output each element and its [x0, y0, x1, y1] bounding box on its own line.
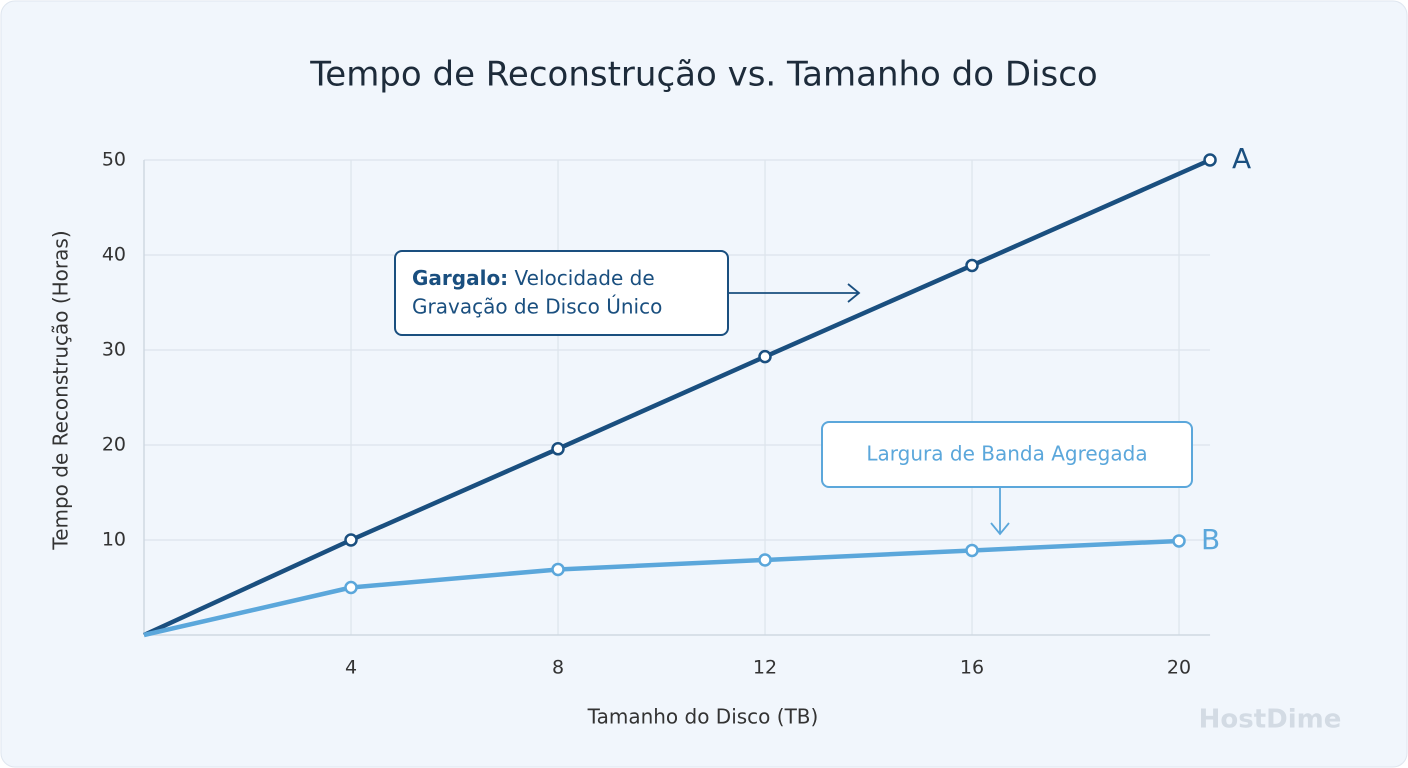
- y-tick-label: 30: [102, 339, 126, 361]
- point: [551, 442, 565, 456]
- point: [965, 258, 979, 273]
- y-axis-label: Tempo de Reconstrução (Horas): [49, 230, 73, 550]
- point: [344, 580, 358, 595]
- x-tick-label: 8: [552, 657, 564, 679]
- point: [344, 533, 358, 547]
- point: [551, 562, 565, 577]
- chart-title: Tempo de Reconstrução vs. Tamanho do Dis…: [309, 55, 1097, 95]
- annotation-line: Velocidade de: [515, 266, 655, 290]
- annotation-label: Gargalo:: [412, 266, 508, 290]
- x-tick-label: 12: [753, 657, 777, 679]
- point: [758, 349, 772, 364]
- annotation-line: Gravação de Disco Único: [412, 295, 662, 319]
- x-axis-label: Tamanho do Disco (TB): [587, 705, 819, 729]
- series-line: [143, 538, 1180, 638]
- y-tick-label: 20: [102, 434, 126, 456]
- y-tick-label: 40: [102, 244, 126, 266]
- annotation-arrow: [990, 487, 1010, 536]
- annotation-box: [394, 250, 729, 336]
- point: [1203, 153, 1217, 167]
- x-tick-label: 4: [345, 657, 357, 679]
- point: [1172, 534, 1186, 548]
- annotation-box: [821, 421, 1193, 488]
- watermark: HostDime: [1199, 705, 1342, 735]
- y-tick-label: 50: [102, 149, 126, 171]
- annotation-line: Largura de Banda Agregada: [866, 442, 1147, 466]
- x-tick-label: 16: [960, 657, 984, 679]
- annotation-text: Gargalo: Velocidade de: [412, 266, 655, 290]
- y-tick-label: 10: [102, 529, 126, 551]
- annotation-arrow: [728, 283, 861, 303]
- x-tick-label: 20: [1167, 657, 1191, 679]
- series-label: B: [1201, 523, 1220, 556]
- series-line: [143, 157, 1211, 638]
- annotation: Largura de Banda Agregada: [821, 421, 1193, 536]
- series-label: A: [1232, 142, 1251, 175]
- point: [758, 553, 772, 567]
- annotation: Gargalo: Velocidade de Gravação de Disco…: [394, 250, 861, 336]
- point: [965, 543, 979, 558]
